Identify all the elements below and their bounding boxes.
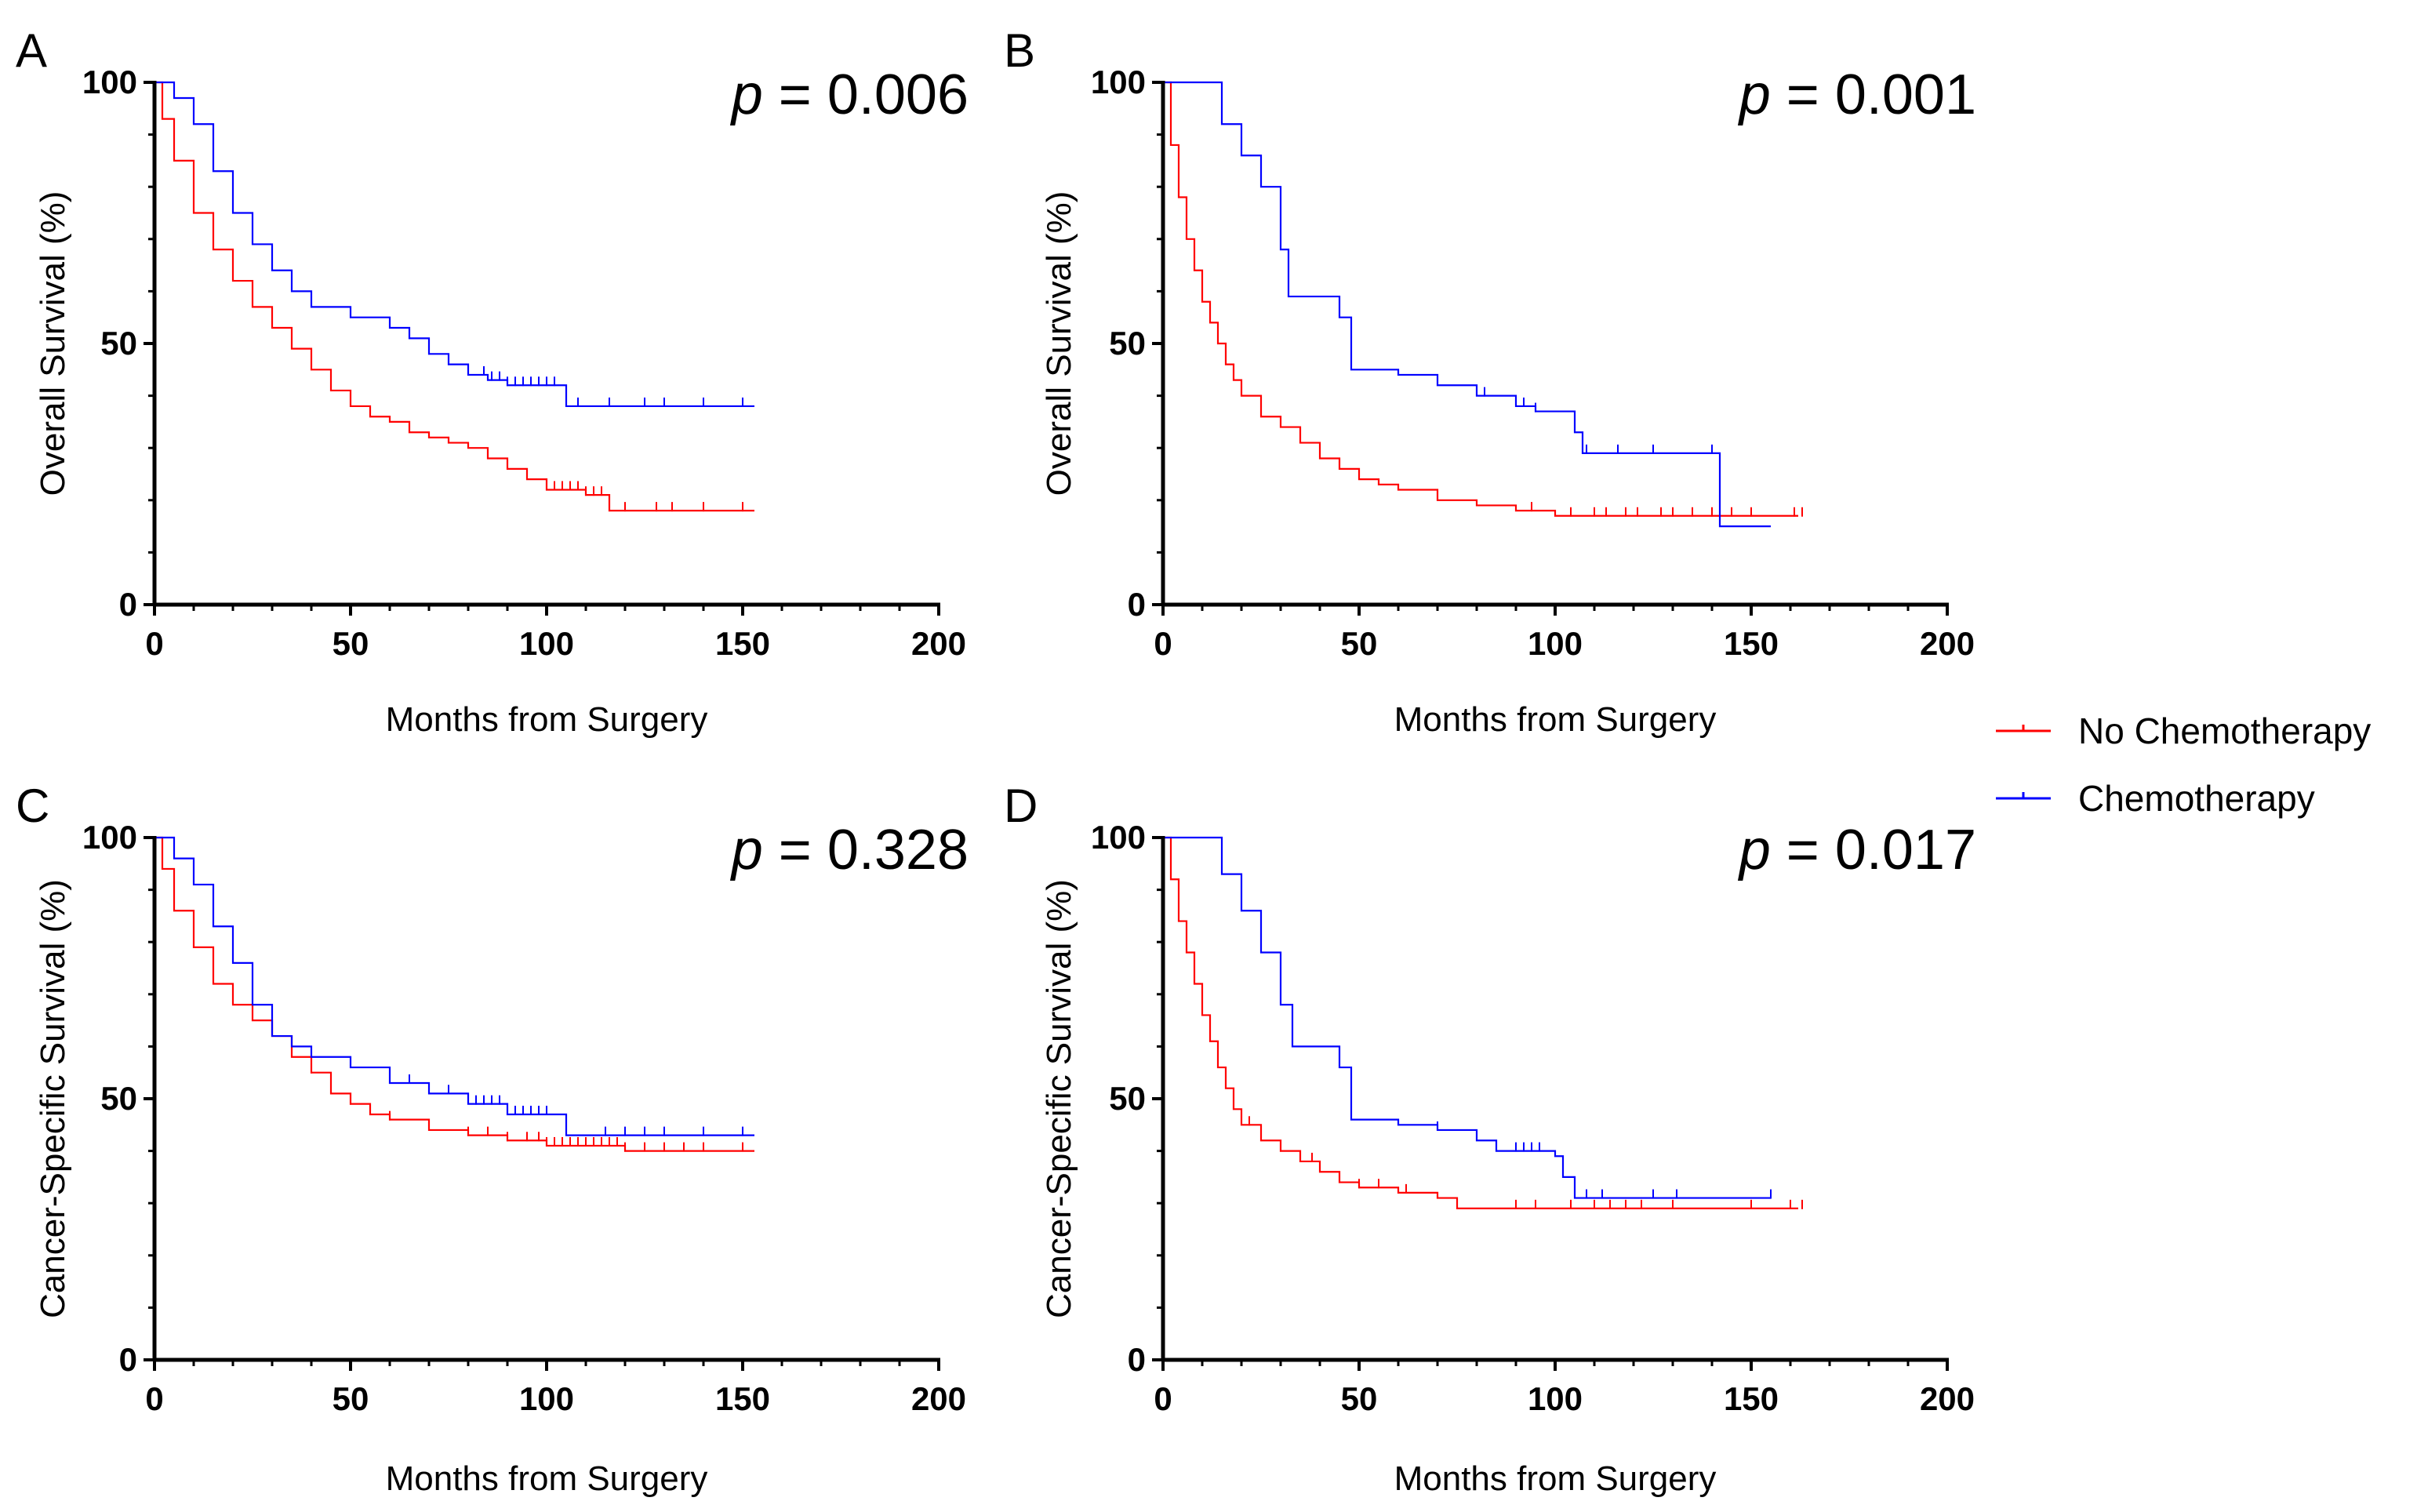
legend-entry-chemotherapy: Chemotherapy — [1996, 778, 2315, 819]
panel-c: C p = 0.328 Months from Surgery Cancer-S… — [16, 780, 969, 1498]
series-line-no-chemotherapy — [1163, 836, 1798, 1209]
x-tick-label: 100 — [1528, 1380, 1583, 1417]
plot-area: 0 50 100 150 200 0 50 100 — [1091, 64, 1975, 662]
x-tick-label: 0 — [145, 1380, 163, 1417]
x-tick-label: 200 — [911, 625, 966, 662]
plot-area: 0 50 100 150 200 0 50 100 — [1091, 819, 1975, 1417]
x-tick-label: 150 — [715, 1380, 770, 1417]
y-axis-title: Cancer-Specific Survival (%) — [1040, 879, 1078, 1318]
y-axis-title: Overall Survival (%) — [1040, 191, 1078, 496]
panel-letter: C — [16, 780, 49, 832]
series-line-chemotherapy — [154, 836, 754, 1136]
x-axis-title: Months from Surgery — [1394, 1459, 1717, 1498]
plot-area: 0 50 100 150 200 0 50 100 — [82, 819, 966, 1417]
x-axis-title: Months from Surgery — [386, 700, 708, 739]
y-axis-title: Cancer-Specific Survival (%) — [34, 879, 72, 1318]
y-tick-label: 50 — [100, 1080, 137, 1117]
x-tick-label: 50 — [1341, 1380, 1378, 1417]
legend-label: No Chemotherapy — [2078, 711, 2371, 751]
x-tick-label: 150 — [715, 625, 770, 662]
x-tick-label: 150 — [1724, 625, 1779, 662]
legend-entry-no-chemotherapy: No Chemotherapy — [1996, 711, 2371, 751]
x-tick-label: 200 — [1920, 1380, 1975, 1417]
p-value: p = 0.017 — [1738, 819, 1976, 881]
panel-letter: D — [1004, 780, 1038, 832]
y-tick-label: 50 — [100, 325, 137, 362]
panel-d: D p = 0.017 Months from Surgery Cancer-S… — [1004, 780, 1976, 1498]
legend: No Chemotherapy Chemotherapy — [1996, 711, 2371, 819]
x-axis-title: Months from Surgery — [386, 1459, 708, 1498]
x-tick-label: 0 — [1154, 625, 1172, 662]
series-line-no-chemotherapy — [1163, 81, 1798, 517]
series-line-no-chemotherapy — [154, 836, 754, 1152]
y-tick-label: 100 — [82, 64, 137, 100]
series-line-chemotherapy — [1163, 836, 1771, 1199]
x-tick-label: 50 — [333, 1380, 369, 1417]
legend-label: Chemotherapy — [2078, 778, 2315, 819]
x-tick-label: 100 — [1528, 625, 1583, 662]
series-line-chemotherapy — [1163, 81, 1771, 528]
plot-area: 0 50 100 150 200 0 50 100 — [82, 64, 966, 662]
x-tick-label: 200 — [911, 1380, 966, 1417]
y-axis-title: Overall Survival (%) — [34, 191, 72, 496]
y-tick-label: 100 — [82, 819, 137, 856]
y-tick-label: 100 — [1091, 64, 1146, 100]
x-tick-label: 150 — [1724, 1380, 1779, 1417]
p-value: p = 0.006 — [730, 64, 969, 126]
x-tick-label: 100 — [519, 1380, 574, 1417]
x-tick-label: 200 — [1920, 625, 1975, 662]
series-line-no-chemotherapy — [154, 81, 754, 512]
x-tick-label: 0 — [145, 625, 163, 662]
panel-letter: B — [1004, 24, 1035, 77]
y-tick-label: 100 — [1091, 819, 1146, 856]
x-tick-label: 50 — [333, 625, 369, 662]
y-tick-label: 0 — [119, 586, 137, 623]
series-line-chemotherapy — [154, 81, 754, 408]
panel-letter: A — [16, 24, 47, 77]
y-tick-label: 0 — [1128, 586, 1146, 623]
x-axis-title: Months from Surgery — [1394, 700, 1717, 739]
y-tick-label: 0 — [1128, 1341, 1146, 1378]
p-value: p = 0.328 — [730, 819, 969, 881]
y-tick-label: 50 — [1109, 325, 1146, 362]
x-tick-label: 0 — [1154, 1380, 1172, 1417]
x-tick-label: 50 — [1341, 625, 1378, 662]
x-tick-label: 100 — [519, 625, 574, 662]
y-tick-label: 0 — [119, 1341, 137, 1378]
p-value: p = 0.001 — [1738, 64, 1976, 126]
panel-a: A p = 0.006 Months from Surgery Overall … — [16, 24, 969, 739]
y-tick-label: 50 — [1109, 1080, 1146, 1117]
panel-b: B p = 0.001 Months from Surgery Overall … — [1004, 24, 1976, 739]
